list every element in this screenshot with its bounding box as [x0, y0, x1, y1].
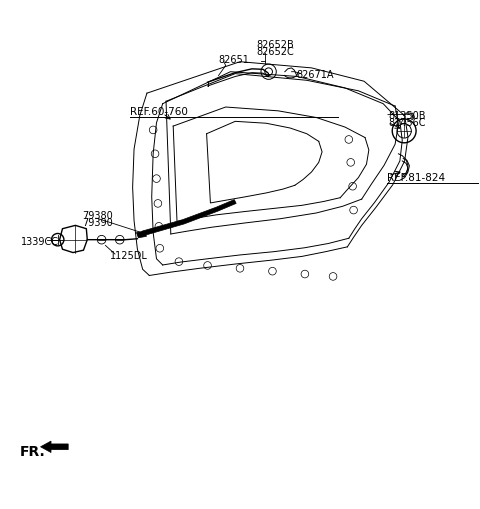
Text: 79380: 79380 — [83, 210, 113, 220]
Text: 82652C: 82652C — [257, 47, 294, 57]
Text: 81456C: 81456C — [388, 118, 425, 128]
Text: 79390: 79390 — [83, 218, 113, 228]
Text: 82671A: 82671A — [296, 69, 334, 79]
Text: 81350B: 81350B — [388, 110, 425, 121]
Polygon shape — [40, 441, 68, 453]
Text: REF.81-824: REF.81-824 — [387, 173, 445, 182]
Text: FR.: FR. — [20, 444, 45, 458]
Text: 82652B: 82652B — [257, 40, 294, 50]
Polygon shape — [140, 200, 236, 237]
Text: 1125DL: 1125DL — [110, 250, 148, 261]
Text: REF.60-760: REF.60-760 — [130, 106, 188, 117]
Text: 1339CC: 1339CC — [22, 236, 60, 246]
Text: 82651: 82651 — [218, 55, 250, 65]
Polygon shape — [136, 232, 146, 238]
